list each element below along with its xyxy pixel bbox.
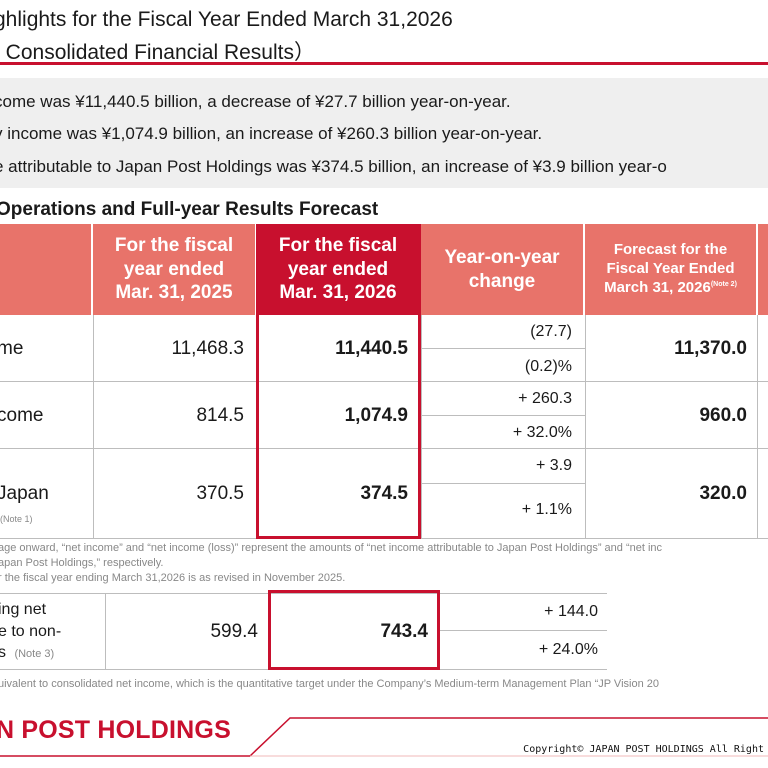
adjusted-label-line1: ing net xyxy=(0,601,47,618)
cell-chg-pct-revenue: (0.2)% xyxy=(524,358,572,375)
cell-curr-revenue: 11,440.5 xyxy=(335,338,408,359)
row-label-revenue: me xyxy=(0,338,24,359)
adjusted-label-line2: e to non- xyxy=(0,623,62,640)
grid-line xyxy=(0,593,607,594)
cell-prev-net-income: 370.5 xyxy=(196,483,244,504)
adjusted-chg-abs: + 144.0 xyxy=(544,603,598,620)
adjusted-chg-pct: + 24.0% xyxy=(538,641,598,658)
grid-line xyxy=(0,448,768,449)
adjusted-prev: 599.4 xyxy=(210,621,258,642)
row-note-net-income: (Note 1) xyxy=(0,514,33,524)
header-extra-cell xyxy=(758,224,768,315)
header-forecast: Forecast for the Fiscal Year Ended March… xyxy=(585,224,756,315)
footnote-2: r the fiscal year ending March 31,2026 i… xyxy=(0,572,346,584)
cell-chg-pct-net-income: + 1.1% xyxy=(521,501,572,518)
page-title: ghlights for the Fiscal Year Ended March… xyxy=(0,8,453,31)
grid-line xyxy=(0,381,768,382)
header-yoy-change: Year-on-year change xyxy=(421,224,583,315)
grid-line xyxy=(421,315,422,539)
cell-chg-abs-net-income: + 3.9 xyxy=(535,457,572,474)
adjusted-current-highlight xyxy=(268,590,440,670)
summary-line-revenue: come was ¥11,440.5 billion, a decrease o… xyxy=(0,92,511,111)
summary-line-ordinary-income: y income was ¥1,074.9 billion, an increa… xyxy=(0,124,543,143)
adjusted-label-line3: s (Note 3) xyxy=(0,644,55,661)
grid-line xyxy=(421,348,585,349)
page-subtitle: f Consolidated Financial Results） xyxy=(0,41,315,64)
footer-swoosh xyxy=(0,717,768,757)
results-table: For the fiscal year ended Mar. 31, 2025 … xyxy=(0,224,768,539)
cell-chg-abs-ordinary-income: + 260.3 xyxy=(518,390,572,407)
section-title: Operations and Full-year Results Forecas… xyxy=(0,199,379,220)
cell-curr-net-income: 374.5 xyxy=(360,483,408,504)
grid-line xyxy=(421,415,585,416)
row-label-ordinary-income: come xyxy=(0,405,44,426)
summary-line-net-income: e attributable to Japan Post Holdings wa… xyxy=(0,157,667,176)
copyright-text: Copyright© JAPAN POST HOLDINGS All Right xyxy=(523,744,764,755)
title-divider xyxy=(0,62,768,65)
grid-line xyxy=(757,315,758,539)
grid-line xyxy=(421,483,585,484)
grid-line xyxy=(585,315,586,539)
cell-forecast-ordinary-income: 960.0 xyxy=(699,405,747,426)
cell-prev-revenue: 11,468.3 xyxy=(171,338,244,359)
cell-chg-abs-revenue: (27.7) xyxy=(530,323,572,340)
current-year-highlight xyxy=(256,224,421,539)
row-label-net-income: Japan xyxy=(0,483,49,504)
header-current-year: For the fiscal year ended Mar. 31, 2026 xyxy=(257,224,419,315)
header-label-cell xyxy=(0,224,91,315)
footnote-1-cont: apan Post Holdings,” respectively. xyxy=(0,557,164,569)
cell-forecast-net-income: 320.0 xyxy=(699,483,747,504)
adjusted-curr: 743.4 xyxy=(380,621,428,642)
cell-curr-ordinary-income: 1,074.9 xyxy=(344,405,408,426)
header-prev-year: For the fiscal year ended Mar. 31, 2025 xyxy=(93,224,255,315)
footnote-3: uivalent to consolidated net income, whi… xyxy=(0,678,659,690)
grid-line xyxy=(93,315,94,539)
grid-line xyxy=(105,593,106,670)
cell-forecast-revenue: 11,370.0 xyxy=(674,338,747,359)
footnote-1: age onward, “net income” and “net income… xyxy=(0,542,663,554)
cell-chg-pct-ordinary-income: + 32.0% xyxy=(512,424,572,441)
summary-box: come was ¥11,440.5 billion, a decrease o… xyxy=(0,78,768,188)
grid-line xyxy=(438,630,607,631)
company-logo: N POST HOLDINGS xyxy=(0,716,231,744)
cell-prev-ordinary-income: 814.5 xyxy=(196,405,244,426)
